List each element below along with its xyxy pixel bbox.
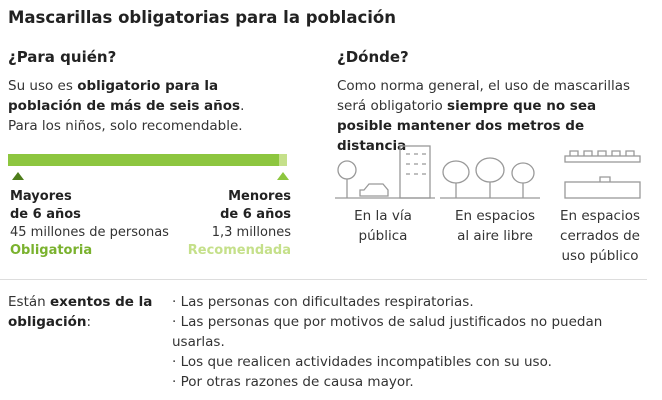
pointer (12, 172, 24, 180)
tree (337, 160, 357, 180)
group-label: de 6 años (10, 207, 81, 222)
who-heading: ¿Para quién? (8, 48, 117, 66)
bar-segment (8, 154, 279, 166)
proportion-bar (8, 154, 289, 180)
pointer (277, 172, 289, 180)
group-status: Obligatoria (10, 243, 93, 258)
place-line: En espacios (454, 208, 536, 224)
exemptions-intro: Están exentos de la obligación: (8, 292, 168, 332)
group-label: Menores (228, 189, 291, 204)
text: . Para los niños, solo recomendable. (8, 98, 245, 134)
group-status: Recomendada (187, 243, 291, 258)
group-label: de 6 años (220, 207, 291, 222)
text: Están (8, 294, 50, 310)
where-text: Como norma general, el uso de mascarilla… (337, 76, 647, 156)
text: Su uso es (8, 78, 78, 94)
bar-segment (279, 154, 287, 166)
group: Menores de 6 años 1,3 millones Recomenda… (188, 188, 291, 260)
text-bold: siempre que no sea posible mantener dos … (337, 98, 597, 154)
exemption-item: · Las personas con dificultades respirat… (172, 294, 474, 310)
text: Como norma general, el uso de mascarilla… (337, 78, 631, 114)
group-label: Mayores (10, 189, 72, 204)
place: En la vía pública (338, 206, 428, 246)
text-bold: obligatorio para la población de más de … (8, 78, 241, 114)
where-heading: ¿Dónde? (337, 48, 409, 66)
text: : (86, 314, 92, 330)
place: En espacios al aire libre (440, 206, 550, 246)
place-line: En espacios (559, 208, 641, 224)
group-count: 45 millones de personas (10, 225, 169, 240)
exemption-item: · Las personas que por motivos de salud … (172, 314, 603, 350)
shelf (564, 155, 641, 163)
place-line: cerrados de (560, 228, 640, 244)
who-text: Su uso es obligatorio para la población … (8, 76, 278, 136)
place-line: En la vía (354, 208, 412, 224)
title: Mascarillas obligatorias para la poblaci… (8, 8, 396, 27)
group: Mayores de 6 años 45 millones de persona… (10, 188, 169, 260)
place-line: al aire libre (457, 228, 533, 244)
separator (0, 279, 647, 280)
place-line: uso público (561, 248, 639, 264)
place: En espacios cerrados de uso público (550, 206, 650, 266)
text-bold: exentos de la (49, 294, 153, 310)
car (359, 183, 389, 197)
text-bold: obligación (8, 314, 87, 330)
place-line: pública (358, 228, 408, 244)
group-count: 1,3 millones (211, 225, 291, 240)
counter (564, 181, 641, 199)
exemption-item: · Por otras razones de causa mayor. (172, 374, 414, 390)
exemption-item: · Los que realicen actividades incompati… (172, 354, 552, 370)
icons (335, 145, 641, 199)
exemptions-list: · Las personas con dificultades respirat… (172, 292, 612, 392)
